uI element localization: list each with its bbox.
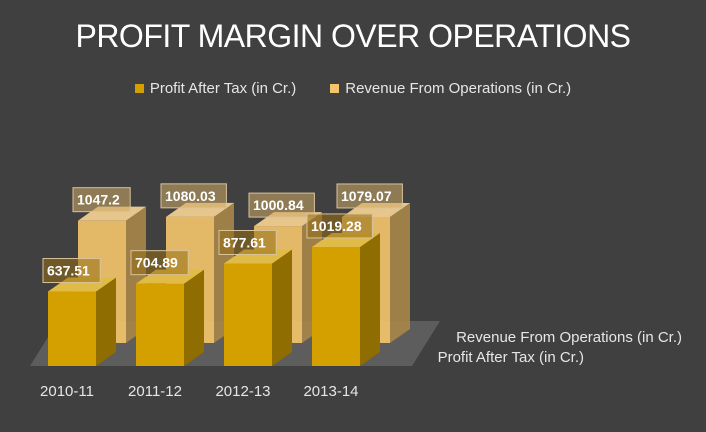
data-label: 1080.03 — [160, 183, 227, 209]
data-label-box — [306, 213, 373, 239]
x-tick-label: 2011-12 — [128, 383, 182, 400]
bar-front — [312, 246, 360, 366]
data-label-text: 877.61 — [223, 234, 266, 250]
bar-profit-2012-13: 877.61 — [218, 229, 292, 366]
bar-profit-2010-11: 637.51 — [42, 258, 116, 366]
x-tick-label: 2010-11 — [40, 383, 94, 400]
data-label-box — [248, 192, 315, 218]
x-tick-label: 2012-13 — [215, 383, 270, 400]
data-label-text: 1079.07 — [341, 188, 392, 204]
bar-front — [224, 263, 272, 366]
data-label-box — [130, 250, 189, 276]
bar-profit-2011-12: 704.89 — [130, 250, 204, 366]
legend-swatch-revenue — [330, 84, 340, 93]
legend-item-profit: Profit After Tax (in Cr.) — [134, 80, 297, 97]
bar-front — [48, 291, 96, 366]
data-label: 1079.07 — [336, 183, 403, 209]
data-label: 1000.84 — [248, 192, 315, 218]
data-label: 1019.28 — [306, 213, 373, 239]
bar-side — [184, 269, 204, 366]
data-label-text: 1080.03 — [165, 188, 216, 204]
depth-label-profit: Profit After Tax (in Cr.) — [438, 349, 584, 366]
data-label-box — [42, 258, 101, 284]
legend-swatch-profit — [134, 84, 144, 93]
bar-side — [272, 249, 292, 366]
depth-label-revenue: Revenue From Operations (in Cr.) — [456, 329, 682, 346]
bar-side — [96, 277, 116, 366]
data-label-text: 1019.28 — [311, 218, 362, 234]
legend-item-revenue: Revenue From Operations (in Cr.) — [330, 80, 571, 97]
data-label-text: 704.89 — [135, 255, 178, 271]
data-label: 637.51 — [42, 258, 101, 284]
data-label-text: 1047.2 — [77, 192, 120, 208]
legend-label-revenue: Revenue From Operations (in Cr.) — [345, 80, 572, 97]
legend-label-profit: Profit After Tax (in Cr.) — [149, 80, 297, 97]
data-label-text: 1000.84 — [253, 197, 304, 213]
bar-side — [390, 202, 410, 343]
data-label-box — [160, 183, 227, 209]
bar-profit-2013-14: 1019.28 — [306, 213, 380, 366]
bar-side — [360, 232, 380, 366]
data-label: 1047.2 — [72, 187, 131, 213]
data-label-box — [72, 187, 131, 213]
bar-front — [136, 283, 184, 366]
data-label: 877.61 — [218, 229, 277, 255]
chart-title: PROFIT MARGIN OVER OPERATIONS — [75, 18, 631, 54]
data-label-box — [218, 229, 277, 255]
x-tick-label: 2013-14 — [303, 383, 358, 400]
data-label: 704.89 — [130, 250, 189, 276]
data-label-box — [336, 183, 403, 209]
data-label-text: 637.51 — [47, 263, 90, 279]
legend: Profit After Tax (in Cr.) Revenue From O… — [0, 80, 706, 97]
